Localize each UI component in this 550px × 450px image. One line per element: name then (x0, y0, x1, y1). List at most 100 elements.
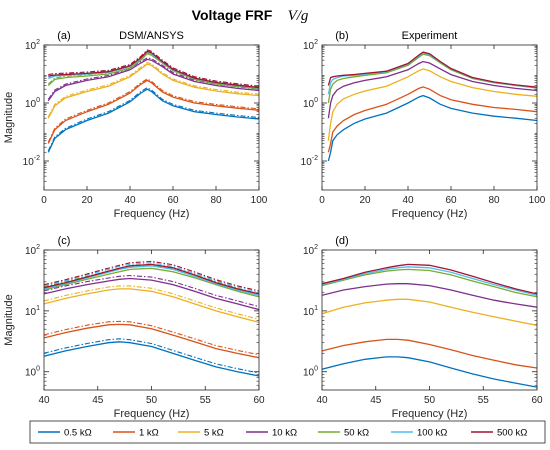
legend-item: 10 kΩ (246, 428, 297, 439)
panel-d: 40 45 50 55 60 100 101 102 Frequency (Hz) (d) (303, 235, 543, 420)
y-tick-label: 100 (303, 366, 318, 379)
series-group (322, 263, 537, 388)
x-tick-label: 50 (424, 395, 436, 406)
legend-label: 0.5 kΩ (64, 428, 92, 439)
series-line-d-4 (322, 268, 537, 298)
y-tick-label: 102 (25, 39, 40, 52)
y-tick-label: 100 (303, 97, 318, 110)
y-tick-label: 102 (303, 39, 318, 52)
axes-frame (43, 44, 260, 191)
y-axis-label: Magnitude (3, 294, 15, 345)
panel-subtitle: DSM/ANSYS (119, 30, 184, 42)
series-line-a-1 (47, 79, 259, 144)
y-tick-label: 10-2 (301, 155, 318, 168)
series-line-c-3 (44, 277, 259, 311)
series-line-b-4 (327, 53, 537, 104)
panel-a: 0 20 40 60 80 100 10-2 100 102 Frequency (Hz) Magn… (3, 30, 268, 220)
panel-b: 0 20 40 60 80 100 10-2 100 102 Frequency (Hz) (b) E… (301, 30, 546, 220)
x-tick-label: 40 (124, 195, 136, 206)
axes-frame (321, 44, 538, 191)
x-tick-label: 55 (478, 395, 490, 406)
y-axis-label: Magnitude (3, 92, 15, 143)
x-tick-label: 0 (41, 195, 47, 206)
series-line-d-0 (322, 356, 537, 388)
series-line-a-6 (48, 50, 259, 89)
y-tick-label: 101 (25, 305, 40, 318)
x-tick-label: 45 (370, 395, 382, 406)
panel-subtitle: Experiment (402, 30, 458, 42)
y-tick-label: 102 (303, 244, 318, 257)
series-line-ansys-c-2 (44, 285, 259, 320)
series-group (44, 260, 259, 377)
series-line-ansys-c-3 (44, 274, 259, 308)
panel-c: 40 45 50 55 60 100 101 102 Frequency (Hz) Magnitu… (3, 235, 265, 420)
figure-title: Voltage FRF (192, 7, 273, 23)
series-line-c-4 (44, 267, 259, 298)
series-group (327, 51, 537, 162)
series-line-a-2 (47, 63, 259, 119)
series-line-d-3 (322, 283, 537, 308)
y-tick-label: 10-2 (23, 155, 40, 168)
series-line-b-0 (327, 94, 537, 162)
x-tick-label: 80 (488, 195, 500, 206)
x-tick-label: 50 (146, 395, 158, 406)
legend-label: 1 kΩ (139, 428, 159, 439)
series-line-ansys-c-6 (44, 260, 259, 292)
y-tick-label: 101 (303, 305, 318, 318)
x-tick-label: 60 (531, 395, 543, 406)
series-line-b-3 (327, 60, 537, 119)
x-axis-label: Frequency (Hz) (392, 408, 468, 420)
chart-panels: 0 20 40 60 80 100 10-2 100 102 Frequency (Hz) Magn… (3, 30, 546, 420)
series-line-a-0 (47, 88, 259, 153)
series-line-b-1 (327, 86, 537, 153)
panel-label: (c) (58, 235, 71, 247)
x-tick-label: 55 (200, 395, 212, 406)
series-line-ansys-a-2 (47, 61, 259, 117)
legend-label: 100 kΩ (417, 428, 447, 439)
series-line-a-4 (47, 52, 259, 90)
series-line-c-5 (44, 265, 259, 296)
series-line-c-0 (44, 341, 259, 377)
series-line-d-2 (322, 298, 537, 326)
legend-box (29, 420, 546, 444)
series-line-ansys-a-6 (48, 49, 259, 87)
x-tick-label: 60 (253, 395, 265, 406)
x-tick-label: 45 (92, 395, 104, 406)
x-axis-label: Frequency (Hz) (114, 408, 190, 420)
series-line-c-2 (44, 288, 259, 323)
series-group (47, 49, 259, 153)
y-tick-label: 100 (25, 97, 40, 110)
panel-label: (b) (335, 30, 348, 42)
x-tick-label: 0 (319, 195, 325, 206)
y-tick-label: 102 (25, 244, 40, 257)
series-line-a-3 (47, 58, 259, 102)
series-line-ansys-c-5 (44, 262, 259, 293)
legend-label: 10 kΩ (272, 428, 297, 439)
series-line-d-1 (322, 338, 537, 369)
series-line-d-5 (322, 266, 537, 296)
figure-title-math: V/g (288, 8, 309, 24)
x-tick-label: 80 (210, 195, 222, 206)
x-tick-label: 40 (316, 395, 328, 406)
x-tick-label: 100 (529, 195, 546, 206)
legend-item: 500 kΩ (471, 428, 527, 439)
legend-item: 50 kΩ (318, 428, 369, 439)
x-tick-label: 100 (251, 195, 268, 206)
series-line-b-6 (327, 51, 537, 88)
x-axis-label: Frequency (Hz) (114, 208, 190, 220)
series-line-ansys-a-1 (47, 78, 259, 143)
legend-label: 50 kΩ (344, 428, 369, 439)
panel-label: (d) (335, 235, 348, 247)
x-tick-label: 60 (445, 195, 457, 206)
series-line-ansys-c-4 (44, 264, 259, 295)
x-tick-label: 20 (81, 195, 93, 206)
series-line-c-6 (44, 263, 259, 295)
series-line-ansys-c-1 (44, 320, 259, 356)
series-line-b-2 (327, 68, 537, 141)
x-tick-label: 40 (402, 195, 414, 206)
series-line-c-1 (44, 323, 259, 359)
x-tick-label: 60 (167, 195, 179, 206)
legend-item: 1 kΩ (113, 428, 159, 439)
panel-label: (a) (57, 30, 70, 42)
